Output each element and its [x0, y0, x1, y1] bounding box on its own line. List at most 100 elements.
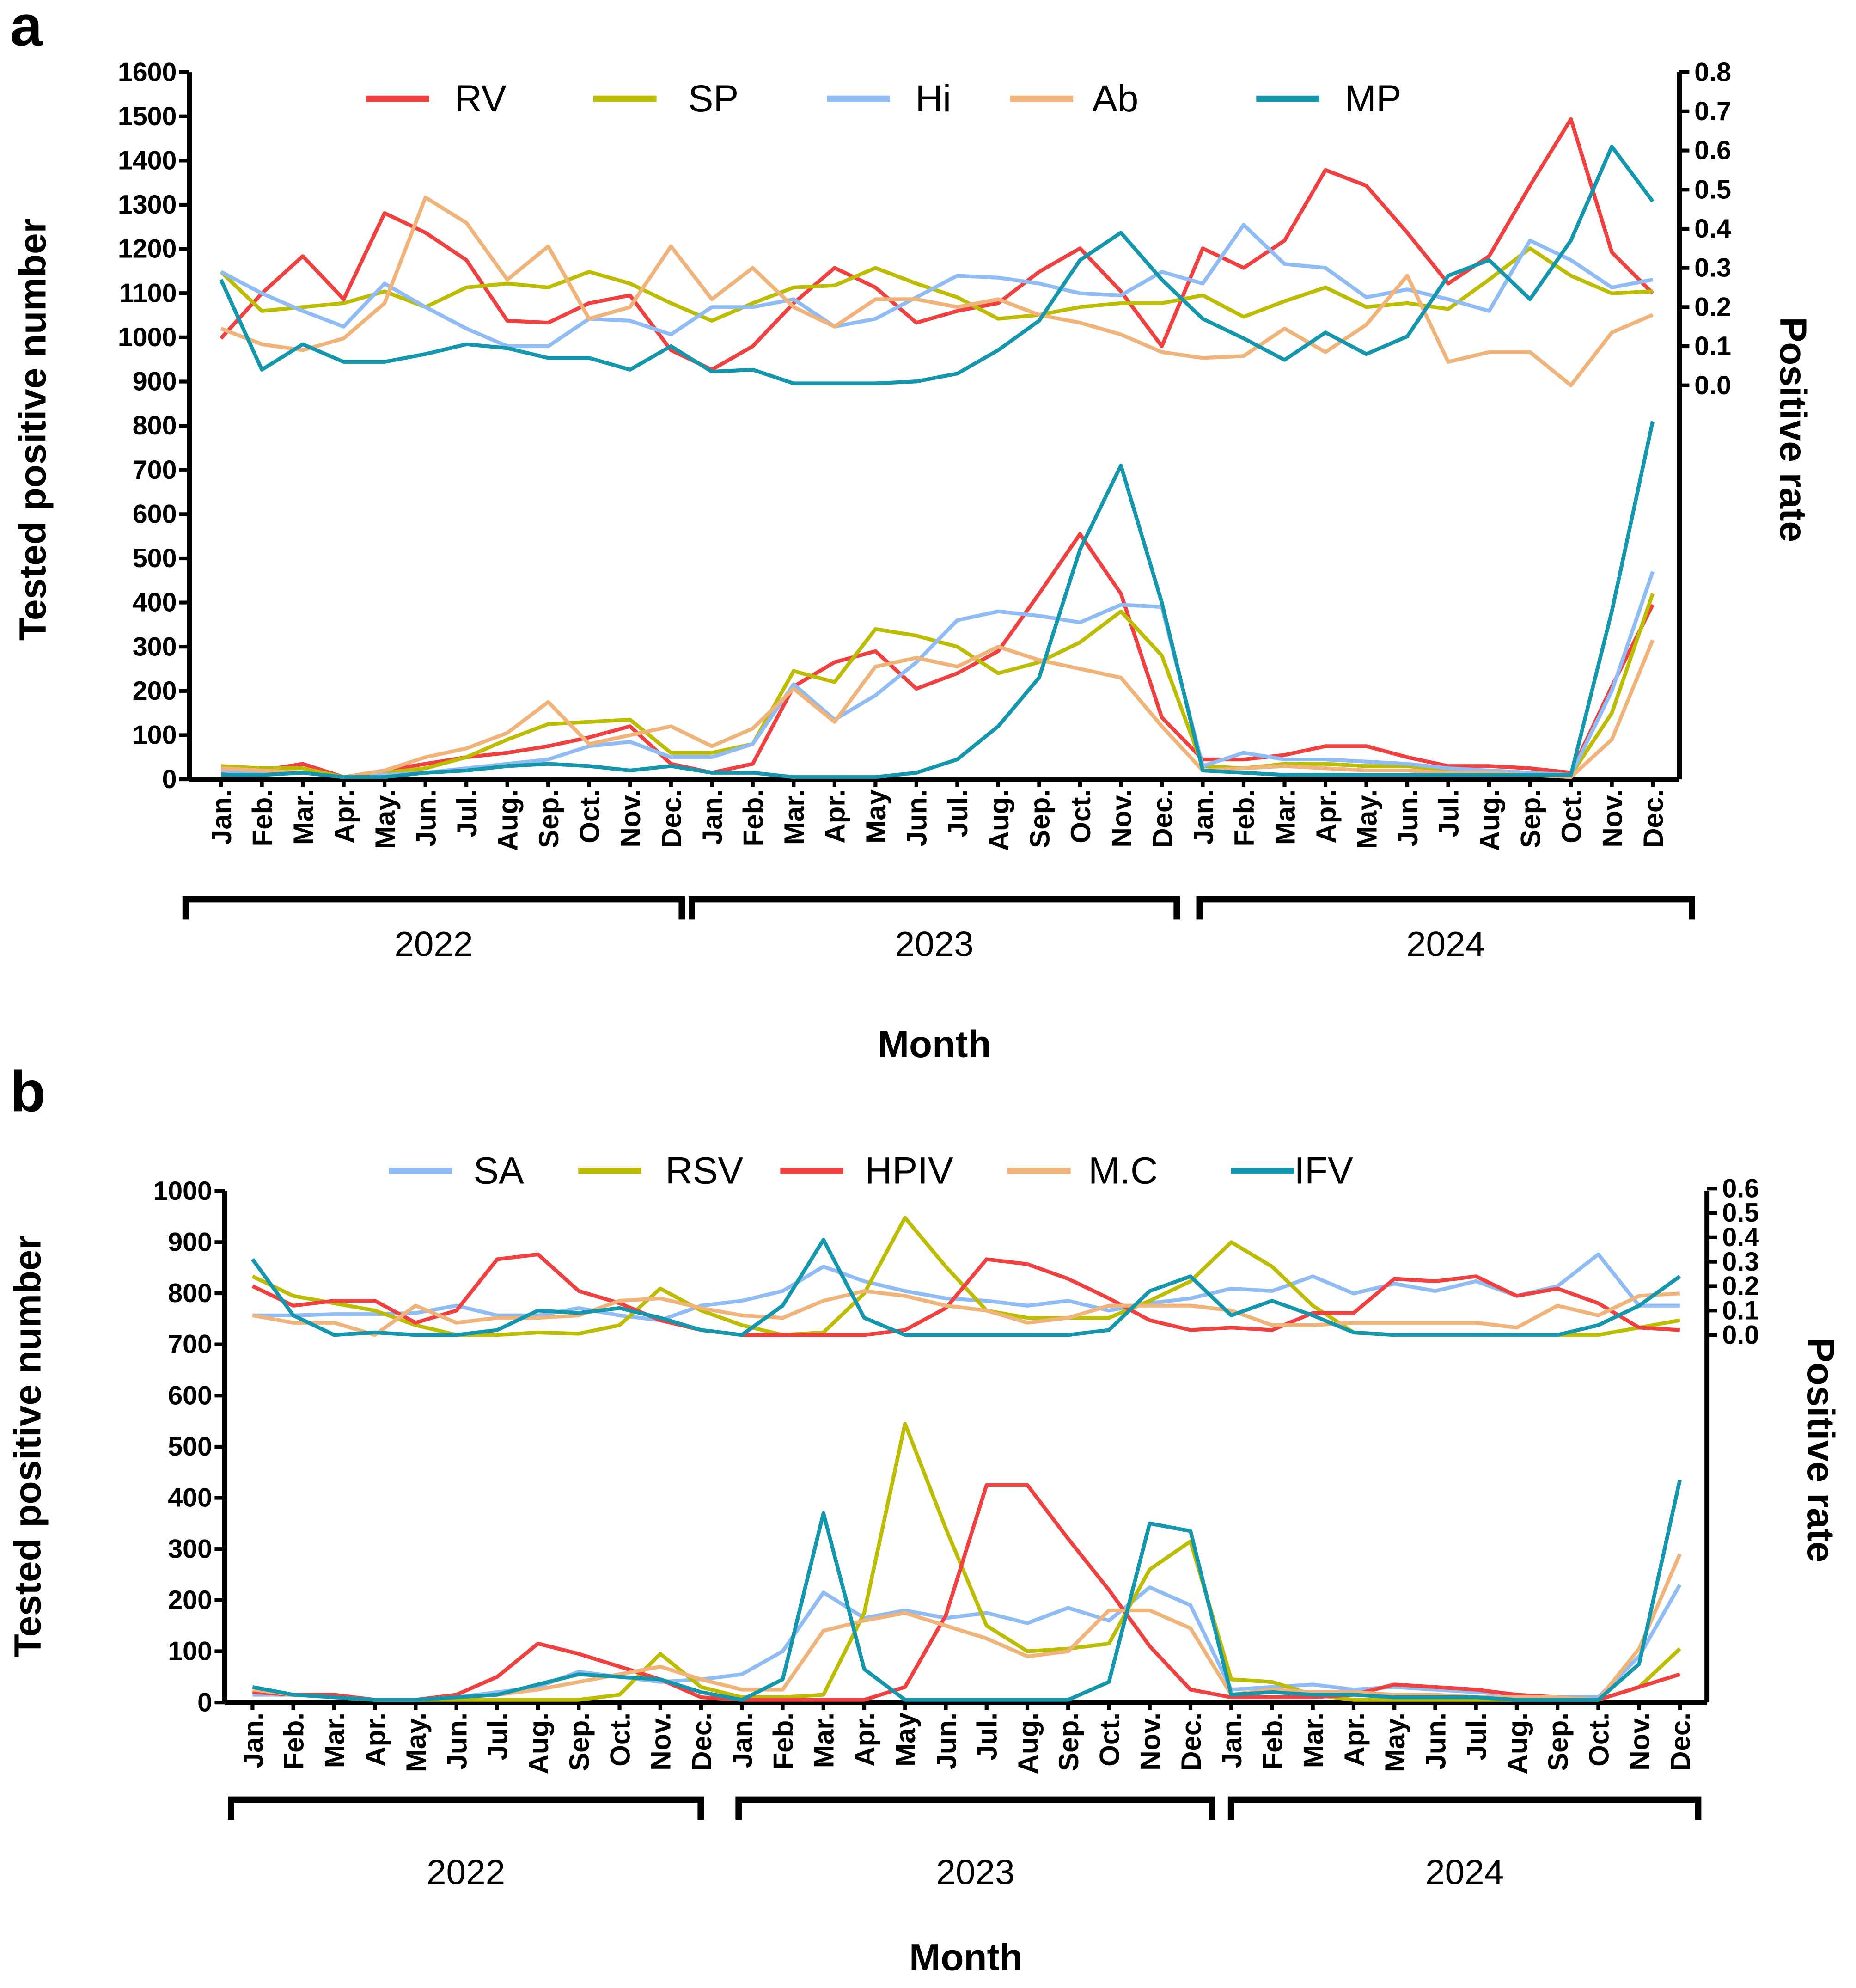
month-label: Nov. — [1106, 789, 1137, 848]
month-label: Dec. — [686, 1713, 717, 1771]
month-label: Jun. — [902, 789, 933, 847]
month-label: Jul. — [942, 789, 973, 838]
series-ab-rate-line — [220, 196, 1654, 387]
month-label: Aug. — [493, 789, 524, 851]
series-sp-count-line — [220, 593, 1655, 779]
month-label: Apr. — [360, 1713, 391, 1767]
month-label: Nov. — [646, 1713, 677, 1771]
month-label: Nov. — [1624, 1713, 1655, 1771]
y-tick-label: 500 — [133, 544, 177, 573]
month-label: Sep. — [533, 789, 564, 848]
month-label: Aug. — [1474, 789, 1505, 851]
series-hi-rate-line — [220, 223, 1653, 349]
month-label: Dec. — [656, 789, 687, 848]
series-sa-count-line — [252, 1584, 1682, 1702]
month-label: Oct. — [1583, 1713, 1614, 1767]
y-tick-label: 500 — [168, 1432, 212, 1462]
y2-tick-label: 0.3 — [1694, 253, 1731, 283]
month-label: Oct. — [1556, 789, 1587, 844]
y-tick-label: 1100 — [119, 278, 177, 308]
series-hi-count-line — [220, 571, 1655, 779]
x-axis-label: Month — [909, 1936, 1023, 1978]
month-label: Sep. — [564, 1713, 595, 1771]
y-tick-label: 1000 — [118, 323, 177, 352]
series-mc-rate-line — [252, 1289, 1680, 1337]
y-tick-label: 800 — [168, 1278, 212, 1308]
year-bracket — [689, 896, 1180, 920]
y2-tick-label: 0.2 — [1694, 292, 1731, 322]
month-label: Jul. — [482, 1713, 513, 1761]
legend-label: RV — [455, 78, 507, 120]
month-label: Oct. — [574, 789, 605, 844]
month-label: May. — [1380, 1713, 1410, 1772]
y2-tick-label: 0.2 — [1722, 1272, 1759, 1301]
y-tick-label: 200 — [133, 676, 177, 706]
month-label: Apr. — [329, 789, 360, 844]
y-tick-label: 1000 — [153, 1176, 212, 1206]
year-bracket — [228, 1796, 704, 1820]
month-label: Jan. — [1216, 1713, 1247, 1768]
legend-label: HPIV — [865, 1150, 953, 1192]
month-label: Jul. — [1433, 789, 1464, 838]
month-label: Mar. — [779, 789, 810, 845]
legend-label: IFV — [1294, 1150, 1353, 1192]
y-tick-label: 700 — [133, 455, 177, 485]
month-label: Sep. — [1515, 789, 1546, 848]
y2-axis-label: Positive rate — [1800, 1337, 1842, 1562]
panel-b: b Tested positive number Positive rate M… — [6, 1059, 1842, 1979]
month-label: Mar. — [1298, 1713, 1329, 1768]
y-tick-label: 400 — [168, 1483, 212, 1513]
y-tick-label: 800 — [133, 411, 177, 440]
y-tick-label: 200 — [168, 1585, 212, 1615]
year-label: 2023 — [936, 1853, 1014, 1892]
month-label: Aug. — [523, 1713, 554, 1774]
year-bracket — [735, 1796, 1215, 1820]
month-label: Apr. — [1311, 789, 1342, 844]
month-label: Oct. — [1065, 789, 1096, 844]
y-axis-label: Tested positive number — [12, 218, 54, 641]
y2-tick-label: 0.5 — [1722, 1198, 1759, 1228]
y2-tick-label: 0.3 — [1722, 1247, 1759, 1277]
y2-tick-label: 0.6 — [1722, 1174, 1759, 1203]
month-label: Jun. — [411, 789, 442, 847]
y-tick-label: 900 — [133, 367, 177, 397]
y2-tick-label: 0.7 — [1694, 97, 1731, 126]
month-label: Dec. — [1665, 1713, 1696, 1771]
month-label: Oct. — [604, 1713, 635, 1767]
legend-label: M.C — [1088, 1150, 1158, 1192]
series-ab-count-line — [220, 639, 1655, 779]
y2-tick-label: 0.6 — [1694, 136, 1731, 165]
month-label: Sep. — [1053, 1713, 1084, 1771]
series-rv-rate-line — [220, 117, 1655, 372]
year-bracket — [182, 896, 685, 920]
month-label: May — [890, 1712, 921, 1766]
month-label: Oct. — [1094, 1713, 1125, 1767]
y-tick-label: 0 — [162, 765, 177, 794]
month-label: May. — [401, 1713, 432, 1772]
y-tick-label: 1400 — [118, 146, 177, 176]
month-label: Feb. — [1257, 1713, 1288, 1770]
legend-label: SA — [473, 1150, 524, 1192]
y2-axis-label: Positive rate — [1772, 317, 1814, 542]
y2-tick-label: 0.8 — [1694, 57, 1731, 87]
y-tick-label: 700 — [168, 1330, 212, 1359]
month-label: Jul. — [452, 789, 482, 838]
month-label: Jun. — [1420, 1713, 1451, 1770]
year-label: 2023 — [895, 925, 974, 964]
month-label: Jan. — [206, 789, 237, 845]
month-label: Feb. — [247, 789, 278, 847]
y-tick-label: 100 — [133, 721, 177, 750]
month-label: Jan. — [238, 1713, 269, 1768]
y-tick-label: 300 — [168, 1534, 212, 1564]
month-label: Mar. — [288, 789, 319, 845]
month-label: Jun. — [1392, 789, 1423, 847]
month-label: Apr. — [820, 789, 851, 844]
y-tick-label: 0 — [197, 1688, 212, 1717]
x-axis-label: Month — [878, 1023, 991, 1065]
month-label: May — [861, 789, 891, 843]
legend-label: RSV — [665, 1150, 744, 1192]
y-tick-label: 300 — [133, 632, 177, 661]
y2-tick-label: 0.0 — [1694, 371, 1731, 400]
y-tick-label: 400 — [133, 588, 177, 618]
month-label: Dec. — [1147, 789, 1178, 848]
